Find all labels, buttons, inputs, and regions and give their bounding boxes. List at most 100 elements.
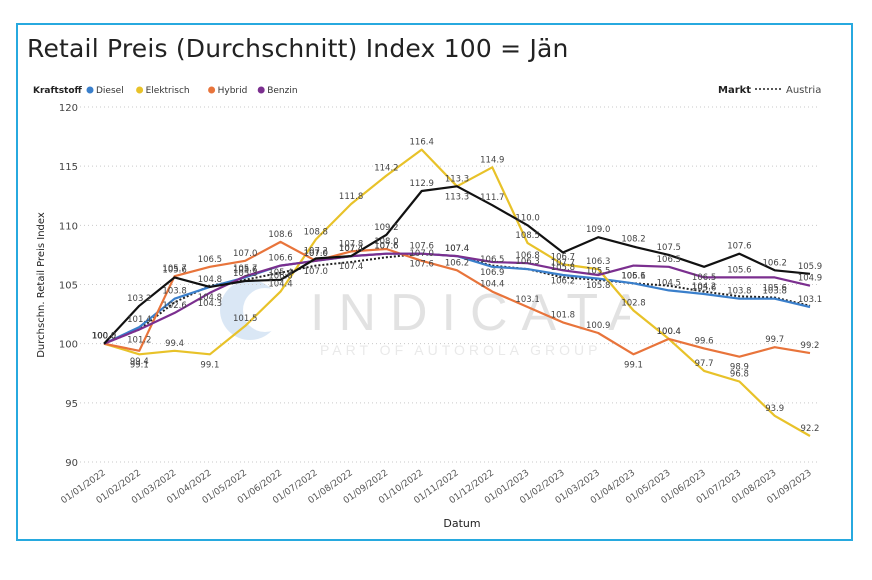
data-label-4-5: 106.6 [268, 272, 292, 282]
data-label-4-11: 106.9 [480, 268, 504, 278]
data-label-1-20: 103.1 [798, 295, 822, 305]
y-tick-label-120: 120 [59, 103, 78, 114]
data-label-3-9: 107.0 [410, 249, 434, 259]
data-label-4-2: 102.6 [162, 301, 186, 311]
data-label-1-14: 105.5 [586, 267, 610, 277]
data-label-2-20: 92.2 [801, 424, 820, 434]
data-label-1-18: 103.8 [727, 287, 751, 297]
gridlines [80, 106, 820, 463]
data-label-5-9: 112.9 [410, 179, 434, 189]
data-label-5-19: 106.2 [763, 258, 787, 268]
data-label-5-3: 104.8 [198, 293, 222, 303]
data-label-4-12: 106.8 [515, 251, 539, 261]
data-label-2-2: 99.4 [165, 339, 184, 349]
data-label-1-3: 104.8 [198, 275, 222, 285]
data-label-3-1: 99.4 [130, 357, 149, 367]
data-label-2-13: 106.7 [551, 252, 575, 262]
data-label-4-10: 107.4 [445, 244, 469, 254]
data-label-4-17: 105.6 [692, 283, 716, 293]
data-label-5-15: 108.2 [621, 235, 645, 245]
y-tick-label-100: 100 [59, 340, 78, 351]
data-label-5-11: 111.7 [480, 193, 504, 203]
series-line-total [103, 185, 811, 345]
data-label-4-1: 101.2 [127, 335, 151, 345]
data-label-5-1: 103.2 [127, 294, 151, 304]
data-label-4-8: 107.6 [374, 242, 398, 252]
legend-marker-0 [86, 86, 94, 94]
data-label-5-2: 105.6 [162, 265, 186, 275]
data-label-2-4: 101.5 [233, 314, 257, 324]
market-legend: Markt Austria [718, 85, 821, 96]
data-label-5-5: 105.4 [268, 268, 292, 278]
data-label-5-10: 113.3 [445, 174, 469, 184]
data-label-5-8: 109.2 [374, 223, 398, 233]
data-label-2-11: 114.9 [480, 155, 504, 165]
data-label-3-11: 104.4 [480, 280, 504, 290]
data-label-2-16: 100.4 [657, 327, 681, 337]
data-label-4-20: 104.9 [798, 274, 822, 284]
data-label-5-7: 107.4 [339, 244, 363, 254]
data-label-5-4: 105.3 [233, 269, 257, 279]
data-label-3-7: 107.8 [339, 239, 363, 249]
data-label-2-18: 96.8 [730, 370, 749, 380]
data-label-5-18: 107.6 [727, 242, 751, 252]
data-label-2-10: 113.3 [445, 192, 469, 202]
data-label-1-19: 103.8 [763, 287, 787, 297]
data-label-1-13: 105.8 [551, 263, 575, 273]
legend-marker-3 [257, 86, 265, 94]
data-label-3-6: 107.0 [304, 267, 328, 277]
legend-label-3: Benzin [267, 86, 297, 96]
data-label-1-9: 107.6 [410, 242, 434, 252]
series-lines [103, 148, 811, 437]
data-label-4-4: 105.7 [233, 264, 257, 274]
data-label-1-8: 107.6 [374, 242, 398, 252]
data-label-3-18: 98.9 [730, 363, 749, 373]
data-labels: 100.0 101.4 103.8 104.8 105.6 106.6 107.0 107.4… [92, 138, 822, 434]
y-tick-label-90: 90 [65, 458, 78, 469]
data-label-3-13: 101.8 [551, 310, 575, 320]
data-label-3-14: 100.9 [586, 321, 610, 331]
series-line-benzin [103, 252, 811, 345]
data-label-3-2: 105.7 [162, 264, 186, 274]
data-label-4-9: 107.6 [410, 260, 434, 270]
data-label-2-0: 100.0 [92, 332, 116, 342]
legend-marker-2 [208, 86, 216, 94]
data-label-3-17: 99.6 [695, 336, 714, 346]
legend-marker-1 [136, 86, 144, 94]
chart-card [16, 23, 853, 541]
data-label-1-4: 105.6 [233, 265, 257, 275]
data-label-4-13: 106.2 [551, 276, 575, 286]
data-label-3-15: 99.1 [624, 360, 643, 370]
legend-label-0: Diesel [96, 86, 124, 96]
data-label-1-7: 107.4 [339, 244, 363, 254]
data-label-4-14: 105.8 [586, 281, 610, 291]
y-tick-label-110: 110 [59, 221, 78, 232]
data-label-5-12: 110.0 [515, 213, 539, 223]
market-legend-label: Austria [786, 85, 821, 96]
data-label-2-19: 93.9 [765, 404, 784, 414]
y-tick-label-115: 115 [59, 162, 78, 173]
market-legend-title: Markt [718, 85, 751, 96]
data-label-2-14: 106.3 [586, 257, 610, 267]
data-label-3-4: 107.0 [233, 249, 257, 259]
data-label-3-0: 100.0 [92, 332, 116, 342]
data-label-1-11: 106.5 [480, 255, 504, 265]
data-label-4-16: 106.5 [657, 255, 681, 265]
data-label-1-10: 107.4 [445, 244, 469, 254]
data-label-3-20: 99.2 [801, 341, 820, 351]
data-label-5-17: 106.5 [692, 273, 716, 283]
x-axis-ticks: 01/01/202201/02/202201/03/202201/04/2022… [59, 468, 813, 506]
data-label-3-12: 103.1 [515, 295, 539, 305]
data-label-1-16: 104.5 [657, 278, 681, 288]
data-label-3-16: 100.4 [657, 327, 681, 337]
data-label-2-12: 108.5 [515, 231, 539, 241]
data-label-2-7: 111.8 [339, 192, 363, 202]
data-label-1-2: 103.8 [162, 287, 186, 297]
data-label-4-6: 107.0 [304, 249, 328, 259]
data-label-3-5: 108.6 [268, 230, 292, 240]
legend-title: Kraftstoff [33, 86, 83, 96]
data-label-1-6: 107.0 [304, 249, 328, 259]
data-label-5-20: 105.9 [798, 262, 822, 272]
x-axis-label: Datum [443, 517, 480, 530]
